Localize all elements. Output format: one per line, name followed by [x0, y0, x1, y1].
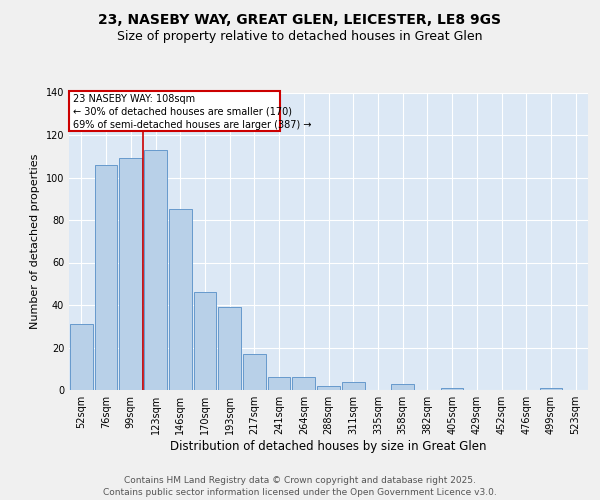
Bar: [539, 388, 562, 390]
Text: 23, NASEBY WAY, GREAT GLEN, LEICESTER, LE8 9GS: 23, NASEBY WAY, GREAT GLEN, LEICESTER, L…: [98, 12, 502, 26]
Text: Contains public sector information licensed under the Open Government Licence v3: Contains public sector information licen…: [103, 488, 497, 497]
Bar: [243, 354, 266, 390]
X-axis label: Distribution of detached houses by size in Great Glen: Distribution of detached houses by size …: [170, 440, 487, 453]
Text: Size of property relative to detached houses in Great Glen: Size of property relative to detached ho…: [117, 30, 483, 43]
Bar: [218, 307, 241, 390]
Bar: [342, 382, 365, 390]
Bar: [119, 158, 142, 390]
Bar: [292, 377, 315, 390]
Bar: [441, 388, 463, 390]
Bar: [391, 384, 414, 390]
Bar: [268, 377, 290, 390]
Bar: [317, 386, 340, 390]
Text: 23 NASEBY WAY: 108sqm
← 30% of detached houses are smaller (170)
69% of semi-det: 23 NASEBY WAY: 108sqm ← 30% of detached …: [73, 94, 312, 130]
Text: Contains HM Land Registry data © Crown copyright and database right 2025.: Contains HM Land Registry data © Crown c…: [124, 476, 476, 485]
FancyBboxPatch shape: [70, 92, 280, 130]
Bar: [144, 150, 167, 390]
Bar: [95, 165, 118, 390]
Y-axis label: Number of detached properties: Number of detached properties: [30, 154, 40, 329]
Bar: [169, 210, 191, 390]
Bar: [70, 324, 93, 390]
Bar: [194, 292, 216, 390]
